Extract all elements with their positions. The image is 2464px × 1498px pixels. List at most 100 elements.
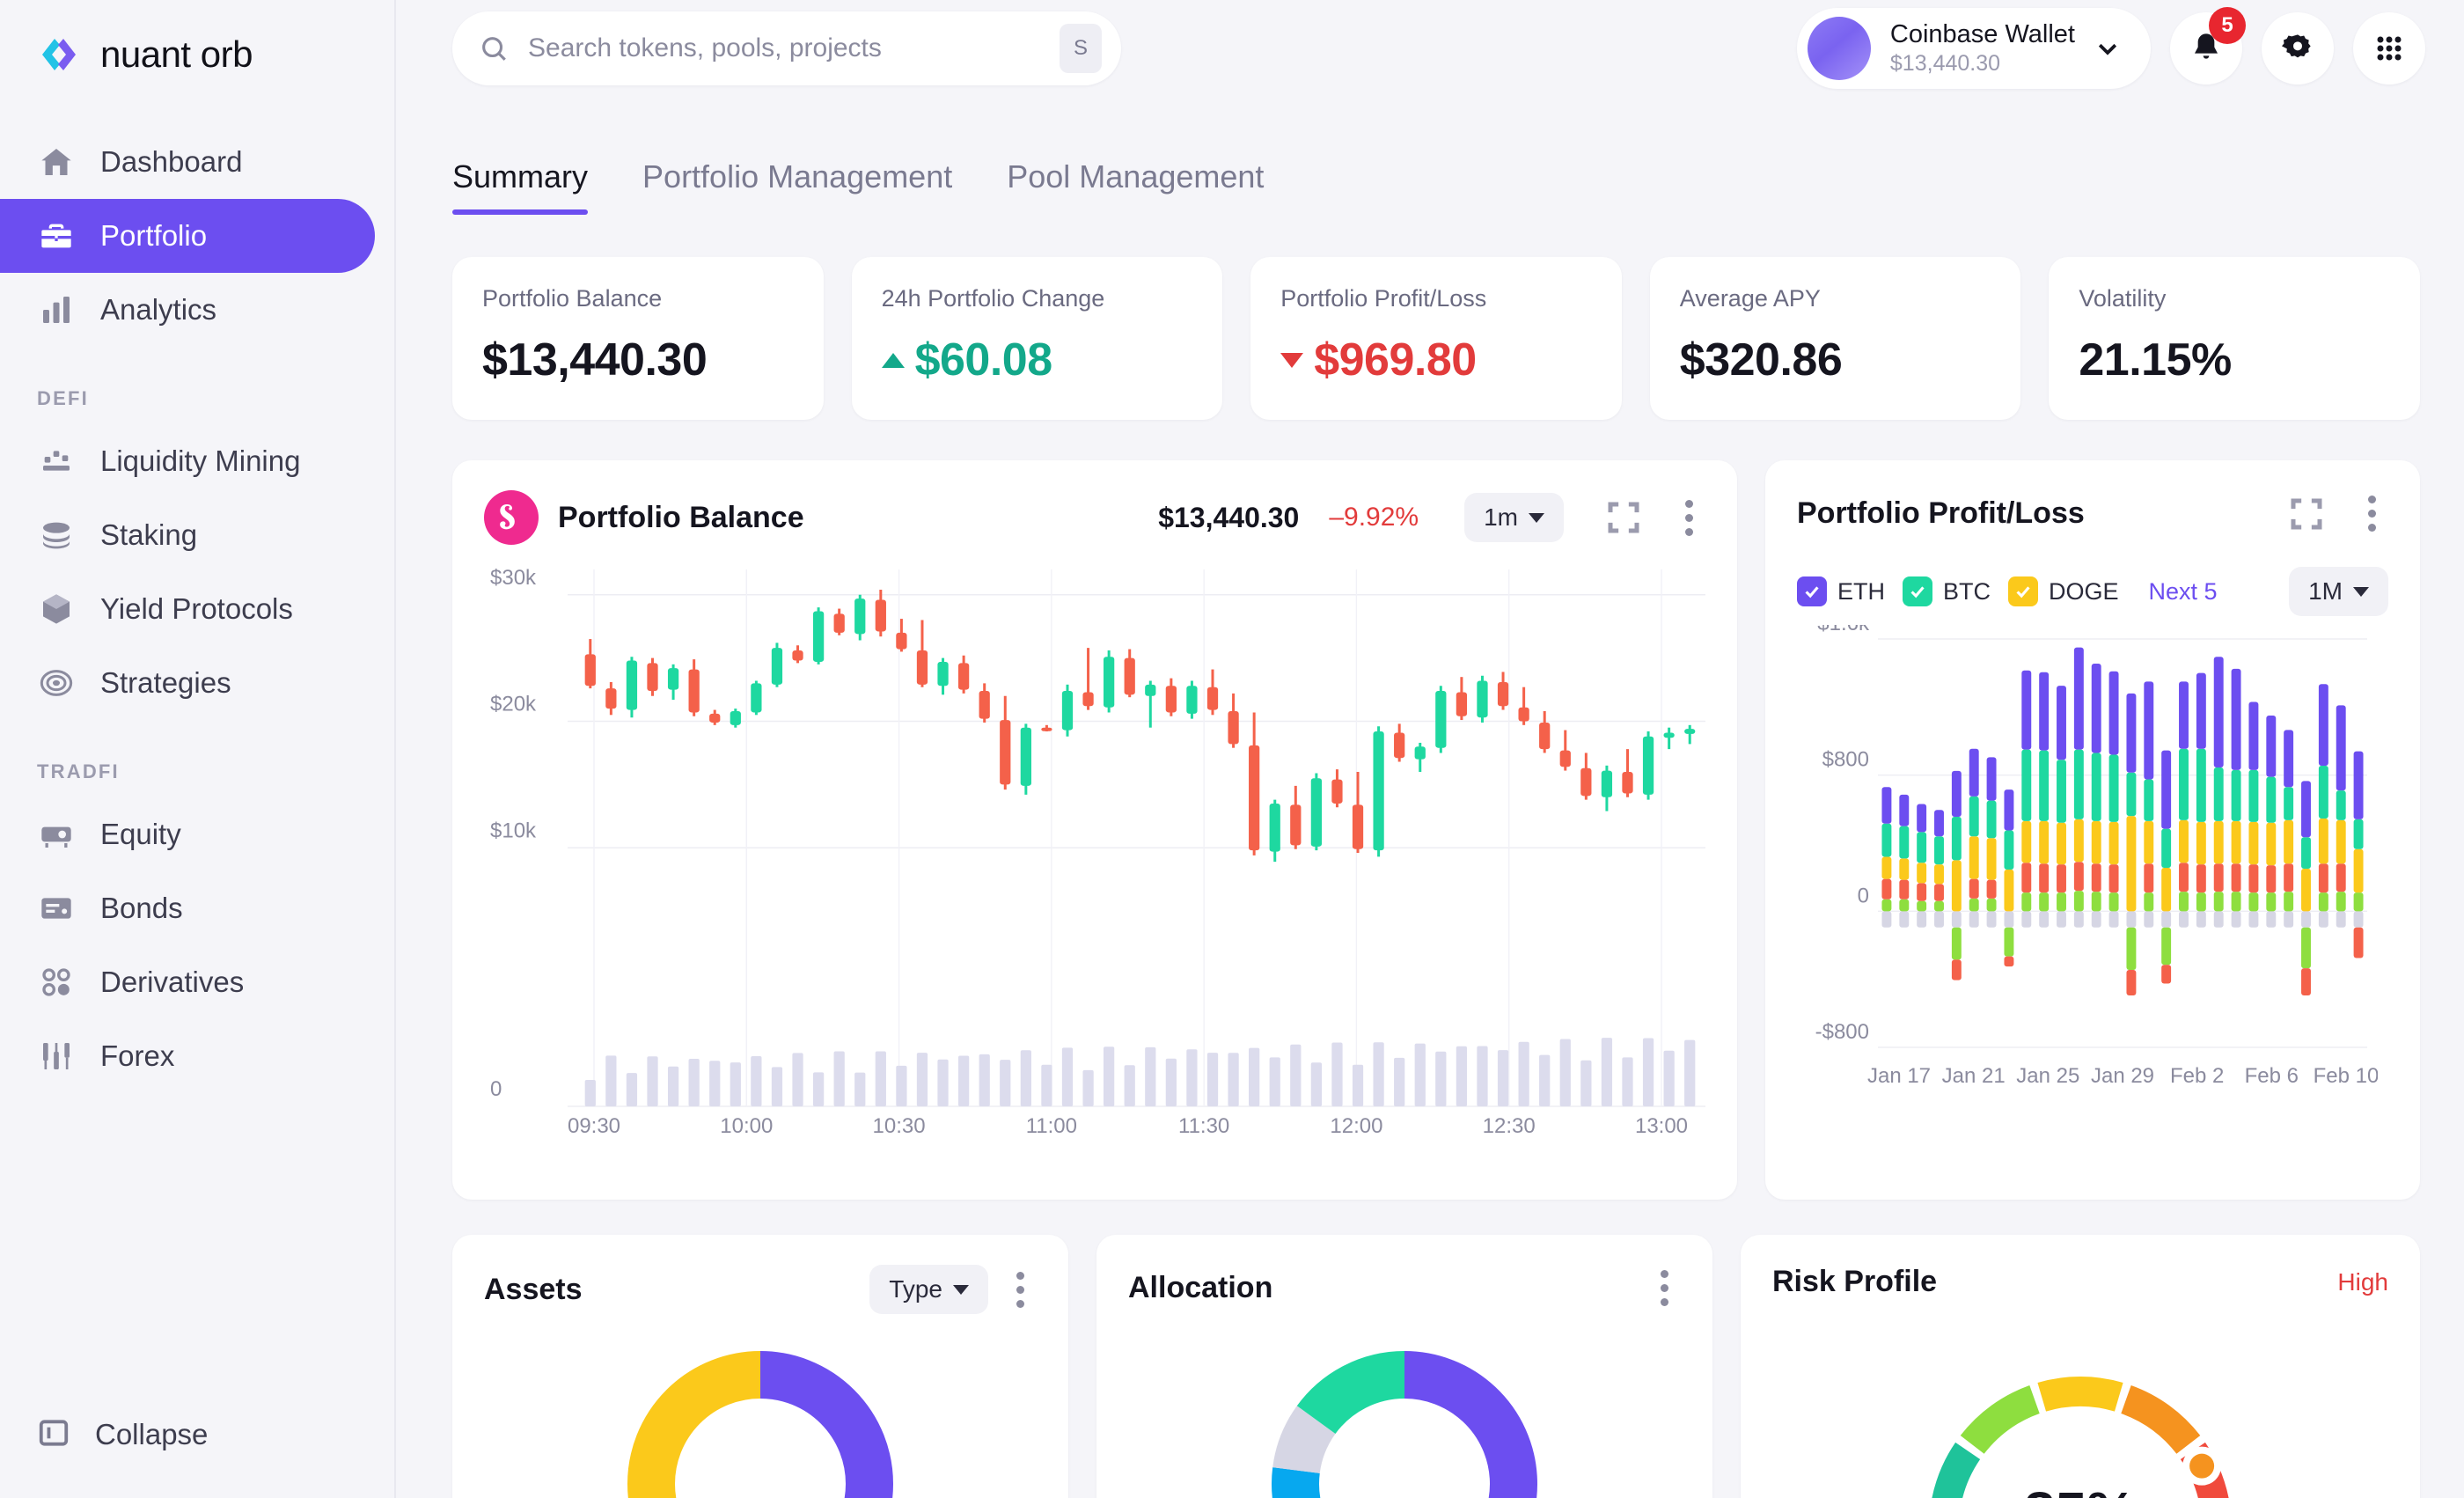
checkbox-btc[interactable] bbox=[1903, 576, 1932, 606]
sidebar-item-label: Strategies bbox=[100, 666, 231, 699]
sidebar-item-label: Dashboard bbox=[100, 145, 243, 178]
apps-grid-button[interactable] bbox=[2353, 12, 2425, 84]
svg-text:85%: 85% bbox=[2024, 1480, 2137, 1498]
portfolio-balance-chart-card: Portfolio Balance $13,440.30 –9.92% 1m 0… bbox=[452, 460, 1737, 1200]
card-title: Assets bbox=[484, 1272, 583, 1306]
tab-summary[interactable]: Summary bbox=[452, 158, 589, 215]
card-menu-button[interactable] bbox=[1004, 1267, 1037, 1313]
checkbox-doge[interactable] bbox=[2008, 576, 2038, 606]
card-menu-button[interactable] bbox=[1673, 495, 1705, 541]
svg-text:09:30: 09:30 bbox=[568, 1114, 620, 1138]
expand-button[interactable] bbox=[1606, 500, 1641, 535]
legend-label: DOGE bbox=[2049, 577, 2119, 605]
sidebar-item-dashboard[interactable]: Dashboard bbox=[0, 125, 375, 199]
home-icon bbox=[37, 143, 76, 181]
sidebar-item-label: Portfolio bbox=[100, 219, 208, 252]
svg-text:$800: $800 bbox=[1822, 748, 1869, 772]
stat-card-volatility: Volatility 21.15% bbox=[2049, 257, 2420, 420]
derivatives-icon bbox=[37, 963, 76, 1002]
sidebar-item-label: Analytics bbox=[100, 293, 217, 326]
search-bar[interactable]: S bbox=[452, 11, 1121, 85]
sidebar-item-yield-protocols[interactable]: Yield Protocols bbox=[0, 572, 375, 646]
tab-portfolio-management[interactable]: Portfolio Management bbox=[642, 158, 953, 195]
liquidity-icon bbox=[37, 442, 76, 481]
stat-value: $60.08 bbox=[914, 334, 1053, 386]
svg-text:0: 0 bbox=[490, 1077, 502, 1101]
collapse-sidebar-button[interactable]: Collapse bbox=[0, 1398, 208, 1472]
nuant-orb-logo-icon bbox=[37, 35, 81, 74]
chart-price-change: –9.92% bbox=[1329, 503, 1419, 532]
sidebar-item-label: Yield Protocols bbox=[100, 592, 293, 625]
card-title: Portfolio Profit/Loss bbox=[1797, 496, 2085, 530]
candlestick-svg: 0 $10k $20k $30k 09:30 10:00 10:30 11:00 11:30 12… bbox=[490, 566, 1705, 1138]
checkbox-eth[interactable] bbox=[1797, 576, 1827, 606]
legend-item-eth[interactable]: ETH bbox=[1797, 576, 1885, 606]
notifications-button[interactable]: 5 bbox=[2170, 7, 2246, 84]
timeframe-selector[interactable]: 1m bbox=[1464, 493, 1564, 542]
sidebar-nav: Dashboard Portfolio Analytics DEFI Li bbox=[0, 125, 394, 1093]
chevron-down-icon bbox=[1529, 512, 1544, 523]
sidebar-item-equity[interactable]: Equity bbox=[0, 797, 375, 871]
sidebar-item-strategies[interactable]: Strategies bbox=[0, 646, 375, 720]
top-bar: S Coinbase Wallet $13,440.30 5 bbox=[396, 0, 2464, 97]
legend-item-btc[interactable]: BTC bbox=[1903, 576, 1991, 606]
tab-pool-management[interactable]: Pool Management bbox=[1007, 158, 1265, 195]
pl-timeframe-selector[interactable]: 1M bbox=[2289, 567, 2388, 616]
stat-value: $320.86 bbox=[1679, 334, 1843, 386]
fullscreen-icon bbox=[2291, 498, 2322, 529]
uniswap-icon bbox=[484, 490, 539, 545]
sidebar-item-staking[interactable]: Staking bbox=[0, 498, 375, 572]
brand-logo[interactable]: nuant orb bbox=[0, 0, 394, 76]
assets-donut-chart bbox=[627, 1351, 893, 1498]
bell-icon bbox=[2195, 33, 2218, 59]
sidebar-group-defi: DEFI bbox=[37, 387, 89, 409]
pl-legend: ETH BTC DOGE Next 5 1M bbox=[1797, 567, 2388, 616]
card-menu-button[interactable] bbox=[2356, 490, 2388, 537]
grid-apps-icon bbox=[2377, 36, 2402, 61]
next-5-link[interactable]: Next 5 bbox=[2148, 577, 2218, 605]
assets-type-filter[interactable]: Type bbox=[869, 1265, 988, 1314]
sidebar-group-tradfi: TRADFI bbox=[37, 760, 120, 782]
expand-button[interactable] bbox=[2289, 496, 2324, 532]
card-header: Portfolio Balance $13,440.30 –9.92% 1m bbox=[484, 490, 1705, 545]
trend-up-icon bbox=[881, 352, 905, 368]
stat-label: Average APY bbox=[1679, 285, 1821, 312]
sidebar-item-liquidity-mining[interactable]: Liquidity Mining bbox=[0, 424, 375, 498]
sidebar-item-derivatives[interactable]: Derivatives bbox=[0, 945, 375, 1019]
tab-bar: Summary Portfolio Management Pool Manage… bbox=[396, 97, 2464, 215]
target-icon bbox=[37, 664, 76, 702]
bonds-icon bbox=[37, 889, 76, 928]
brand-name: nuant orb bbox=[100, 33, 253, 75]
wallet-selector[interactable]: Coinbase Wallet $13,440.30 bbox=[1796, 8, 2151, 89]
bottom-row: Assets Type Allocation bbox=[396, 1200, 2464, 1498]
collapse-icon bbox=[37, 1416, 70, 1454]
filter-label: Type bbox=[889, 1275, 942, 1303]
briefcase-icon bbox=[37, 217, 76, 255]
trend-down-icon bbox=[1280, 352, 1304, 368]
avatar bbox=[1807, 17, 1871, 80]
sidebar-item-bonds[interactable]: Bonds bbox=[0, 871, 375, 945]
sidebar-item-portfolio[interactable]: Portfolio bbox=[0, 199, 375, 273]
forex-icon bbox=[37, 1037, 76, 1076]
card-menu-button[interactable] bbox=[1648, 1265, 1681, 1311]
stat-card-24h-change: 24h Portfolio Change $60.08 bbox=[851, 257, 1223, 420]
legend-item-doge[interactable]: DOGE bbox=[2008, 576, 2119, 606]
risk-profile-card: Risk Profile High 85% bbox=[1741, 1235, 2420, 1498]
wallet-name: Coinbase Wallet bbox=[1889, 20, 2075, 48]
sidebar-item-forex[interactable]: Forex bbox=[0, 1019, 375, 1093]
stat-card-profit-loss: Portfolio Profit/Loss $969.80 bbox=[1250, 257, 1622, 420]
svg-text:0: 0 bbox=[1858, 884, 1869, 907]
gear-icon bbox=[2282, 34, 2311, 58]
settings-button[interactable] bbox=[2262, 12, 2334, 84]
main-content: S Coinbase Wallet $13,440.30 5 bbox=[396, 0, 2464, 1498]
stat-card-portfolio-balance: Portfolio Balance $13,440.30 bbox=[452, 257, 824, 420]
card-title: Allocation bbox=[1128, 1271, 1273, 1304]
search-input[interactable] bbox=[528, 33, 1040, 63]
svg-text:12:00: 12:00 bbox=[1330, 1114, 1382, 1138]
stacked-bar-svg: -$800 0 $800 $1.6k Jan 17 Jan 21 Jan 25 Jan 29 F… bbox=[1815, 612, 2380, 1088]
wallet-balance: $13,440.30 bbox=[1889, 51, 2001, 76]
bar-chart-icon bbox=[37, 290, 76, 329]
search-icon bbox=[482, 37, 506, 61]
charts-row: Portfolio Balance $13,440.30 –9.92% 1m 0… bbox=[396, 420, 2464, 1200]
sidebar-item-analytics[interactable]: Analytics bbox=[0, 273, 375, 347]
